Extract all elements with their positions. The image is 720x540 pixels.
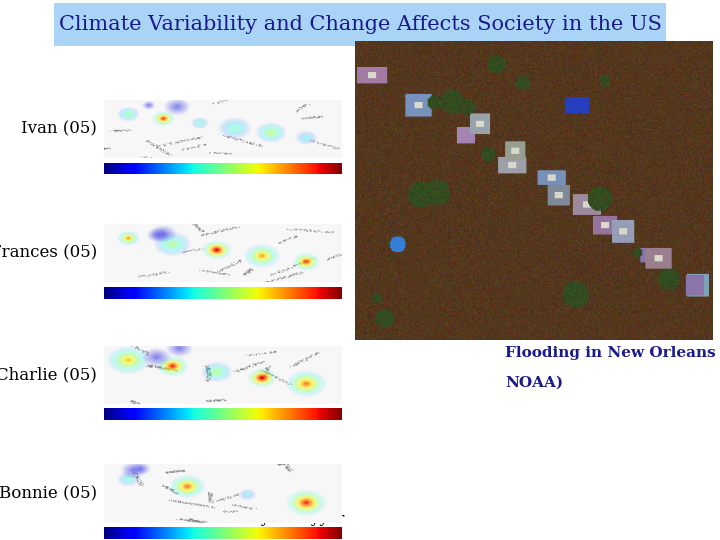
Bar [54,3,666,46]
Text: Charlie (05): Charlie (05) [0,366,97,383]
Text: Frances (05): Frances (05) [0,245,97,262]
Text: Flooding in New Orleans due to Katrina   (cour: Flooding in New Orleans due to Katrina (… [505,346,720,360]
Text: courtesy A. Aiyyer: courtesy A. Aiyyer [203,512,344,526]
Text: Ivan (05): Ivan (05) [22,120,97,138]
Text: Climate Variability and Change Affects Society in the US: Climate Variability and Change Affects S… [58,15,662,34]
Text: NOAA): NOAA) [505,375,563,389]
Text: Bonnie (05): Bonnie (05) [0,485,97,502]
